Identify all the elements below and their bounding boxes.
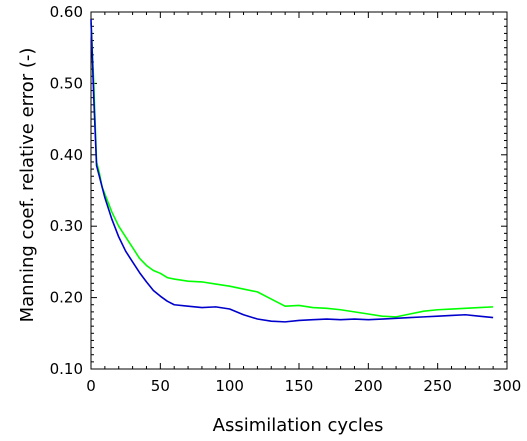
- x-tick-label: 0: [86, 377, 96, 395]
- x-tick-label: 50: [151, 377, 170, 395]
- x-tick-label: 100: [215, 377, 244, 395]
- x-tick-label: 300: [493, 377, 522, 395]
- x-tick-label: 250: [423, 377, 452, 395]
- y-tick-label: 0.10: [50, 360, 83, 378]
- x-axis-title: Assimilation cycles: [213, 415, 384, 436]
- y-tick-label: 0.60: [50, 3, 83, 21]
- y-tick-label: 0.50: [50, 74, 83, 92]
- x-tick-label: 150: [285, 377, 314, 395]
- series-line-2: [90, 19, 494, 323]
- y-axis-title: Manning coef. relative error (-): [17, 48, 38, 323]
- x-tick-label: 200: [354, 377, 383, 395]
- series-line-1: [90, 22, 494, 318]
- y-tick-label: 0.20: [50, 289, 83, 307]
- y-tick-label: 0.30: [50, 217, 83, 235]
- y-tick-label: 0.40: [50, 146, 83, 164]
